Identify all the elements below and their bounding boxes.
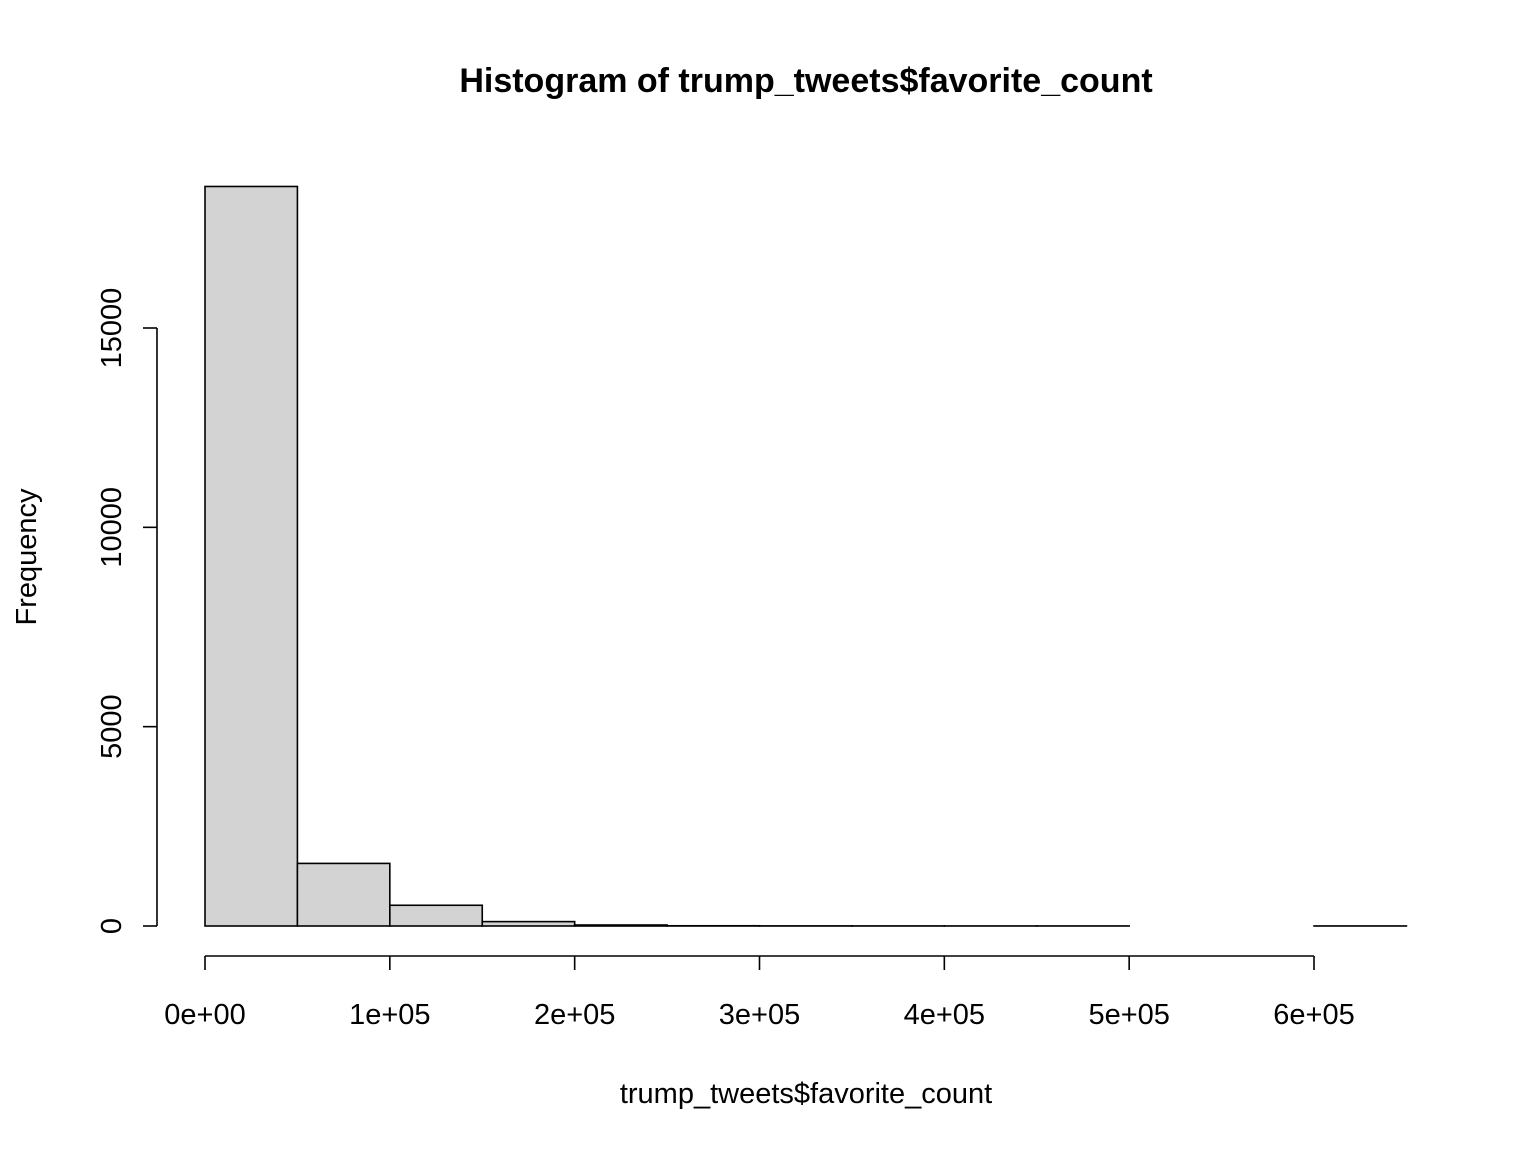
x-tick-label-3: 3e+05 [719,999,800,1031]
histogram-bar-4 [573,924,668,927]
x-tick-label-0: 0e+00 [164,999,245,1031]
x-tick-label-5: 5e+05 [1088,999,1169,1031]
y-tick-label-2: 10000 [96,487,128,568]
histogram-bar-2 [389,904,484,927]
histogram-bar-3 [481,920,576,927]
x-tick-label-6: 6e+05 [1273,999,1354,1031]
y-axis-label: Frequency [11,488,43,626]
bars-group [204,185,1408,927]
x-tick-label-1: 1e+05 [349,999,430,1031]
chart-title: Histogram of trump_tweets$favorite_count [459,62,1152,100]
y-axis: 0 5000 10000 15000 [96,288,158,934]
x-tick-label-4: 4e+05 [904,999,985,1031]
y-tick-label-3: 15000 [96,288,128,369]
histogram-bar-1 [296,862,391,927]
y-tick-label-0: 0 [96,918,128,934]
x-tick-label-2: 2e+05 [534,999,615,1031]
x-axis: 0e+00 1e+05 2e+05 3e+05 4e+05 5e+05 6e+05 [164,955,1355,1031]
x-axis-label: trump_tweets$favorite_count [620,1078,992,1110]
histogram-bar-0 [204,185,299,927]
y-tick-label-1: 5000 [96,694,128,759]
